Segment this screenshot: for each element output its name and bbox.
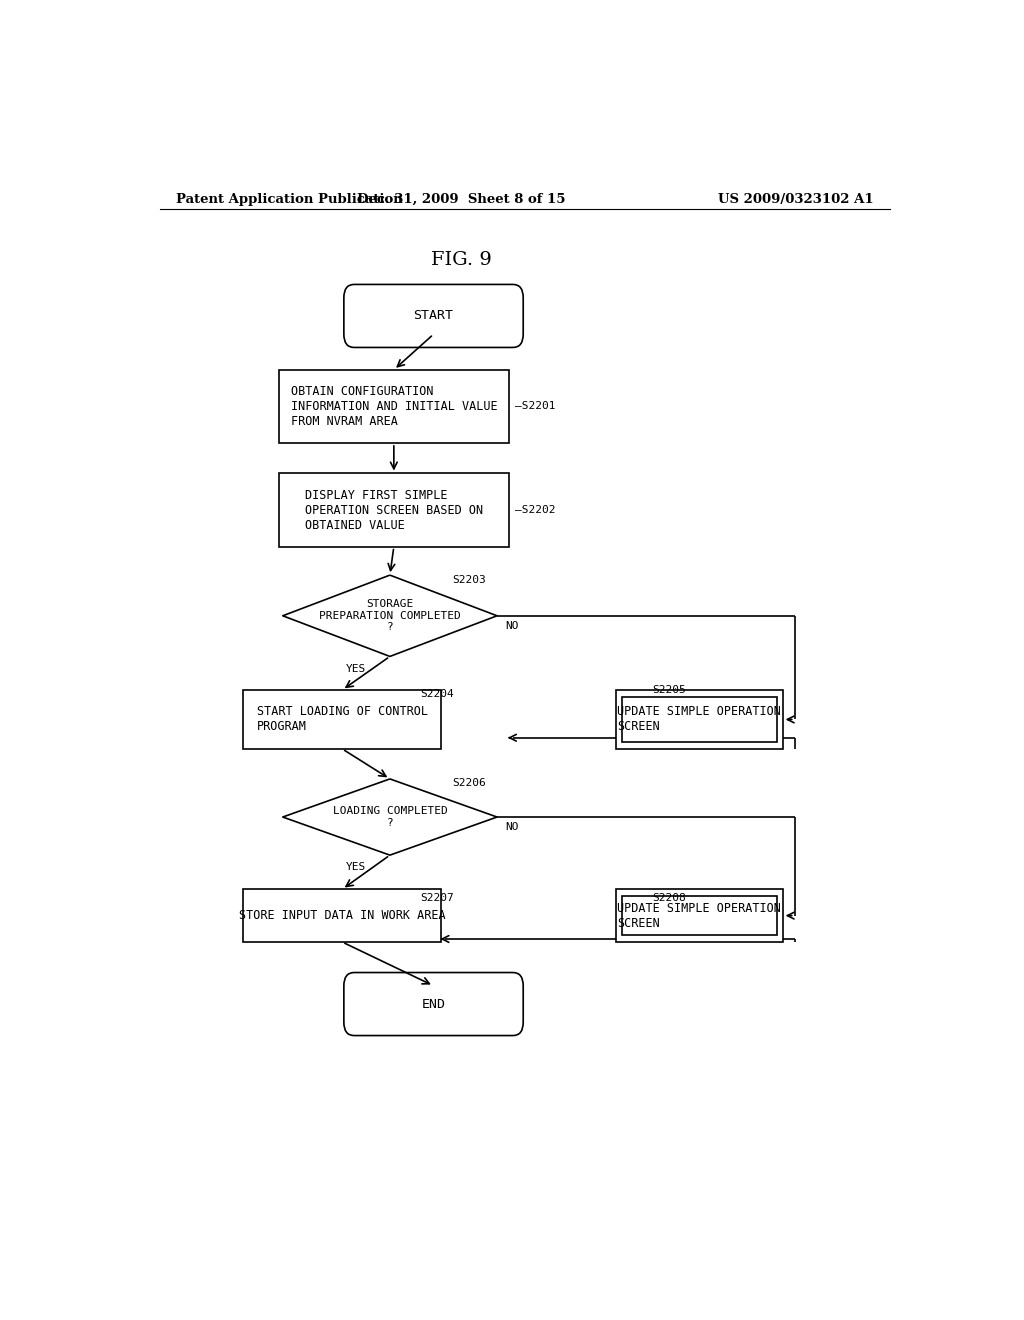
Text: START LOADING OF CONTROL
PROGRAM: START LOADING OF CONTROL PROGRAM <box>257 705 428 734</box>
Bar <box>622 697 777 742</box>
Text: END: END <box>422 998 445 1011</box>
Text: S2205: S2205 <box>652 685 685 694</box>
Text: S2203: S2203 <box>452 576 485 585</box>
Text: S2208: S2208 <box>652 894 685 903</box>
Bar <box>279 474 509 546</box>
Text: OBTAIN CONFIGURATION
INFORMATION AND INITIAL VALUE
FROM NVRAM AREA: OBTAIN CONFIGURATION INFORMATION AND INI… <box>291 385 498 428</box>
Text: S2207: S2207 <box>420 894 454 903</box>
Text: UPDATE SIMPLE OPERATION
SCREEN: UPDATE SIMPLE OPERATION SCREEN <box>617 902 781 929</box>
Text: STORE INPUT DATA IN WORK AREA: STORE INPUT DATA IN WORK AREA <box>239 909 445 923</box>
Text: UPDATE SIMPLE OPERATION
SCREEN: UPDATE SIMPLE OPERATION SCREEN <box>617 705 781 734</box>
Text: START: START <box>414 309 454 322</box>
Bar <box>616 890 782 942</box>
Bar <box>243 890 441 942</box>
Bar <box>616 690 782 748</box>
Text: —S2201: —S2201 <box>515 401 556 412</box>
Text: DISPLAY FIRST SIMPLE
OPERATION SCREEN BASED ON
OBTAINED VALUE: DISPLAY FIRST SIMPLE OPERATION SCREEN BA… <box>305 488 483 532</box>
Text: LOADING COMPLETED
?: LOADING COMPLETED ? <box>333 807 447 828</box>
Bar <box>622 896 777 935</box>
Text: NO: NO <box>505 620 518 631</box>
Text: FIG. 9: FIG. 9 <box>431 251 492 269</box>
Text: S2206: S2206 <box>452 779 485 788</box>
Bar <box>243 690 441 748</box>
Text: NO: NO <box>505 822 518 832</box>
FancyBboxPatch shape <box>344 973 523 1036</box>
Text: YES: YES <box>346 664 367 673</box>
Text: S2204: S2204 <box>420 689 454 700</box>
Text: US 2009/0323102 A1: US 2009/0323102 A1 <box>719 193 873 206</box>
FancyBboxPatch shape <box>344 284 523 347</box>
Text: YES: YES <box>346 862 367 873</box>
Text: STORAGE
PREPARATION COMPLETED
?: STORAGE PREPARATION COMPLETED ? <box>319 599 461 632</box>
Bar <box>279 370 509 444</box>
Text: Dec. 31, 2009  Sheet 8 of 15: Dec. 31, 2009 Sheet 8 of 15 <box>357 193 565 206</box>
Text: —S2202: —S2202 <box>515 506 556 515</box>
Text: Patent Application Publication: Patent Application Publication <box>176 193 402 206</box>
